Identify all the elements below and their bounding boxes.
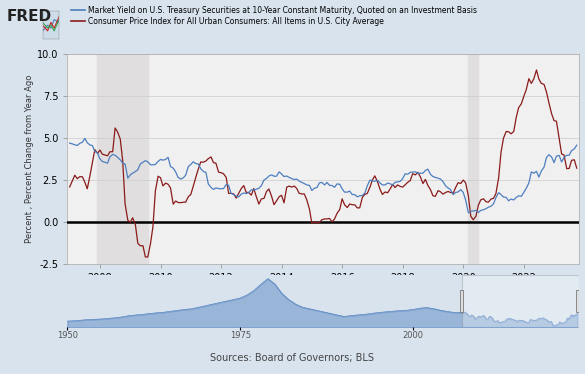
Text: Sources: Board of Governors; BLS: Sources: Board of Governors; BLS [211, 353, 374, 363]
Bar [576, 290, 579, 312]
Y-axis label: Percent , Percent Change from Year Ago: Percent , Percent Change from Year Ago [25, 75, 34, 243]
Text: FRED: FRED [7, 9, 52, 24]
Bar [460, 290, 463, 312]
Legend: Market Yield on U.S. Treasury Securities at 10-Year Constant Maturity, Quoted on: Market Yield on U.S. Treasury Securities… [71, 6, 477, 25]
Bar [468, 54, 479, 264]
Bar [462, 275, 579, 327]
Bar [98, 54, 148, 264]
